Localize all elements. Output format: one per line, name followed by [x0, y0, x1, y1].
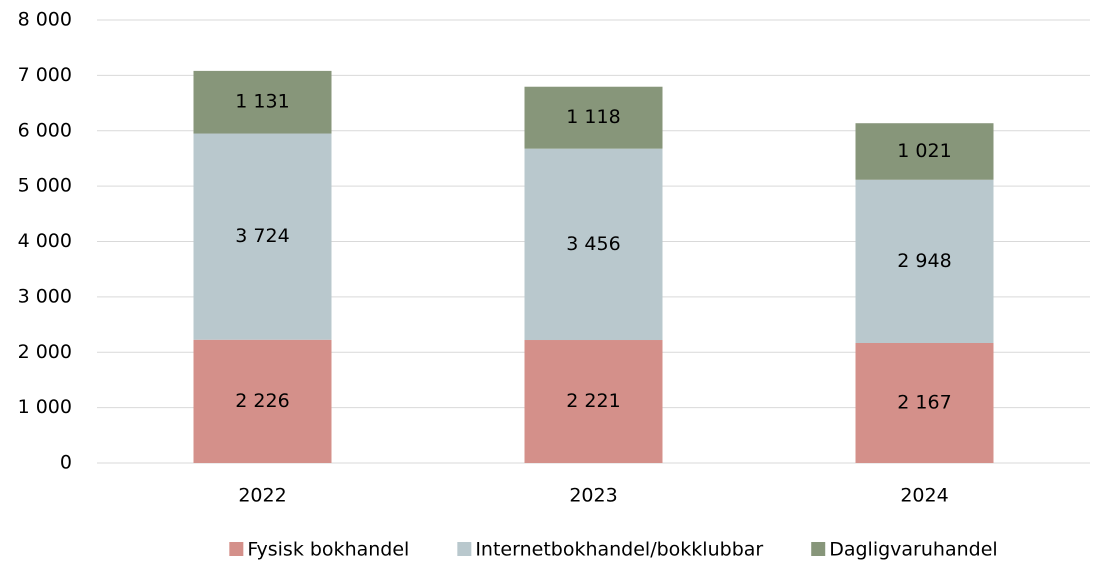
bar-segment [193, 133, 332, 340]
y-tick-label: 4 000 [18, 230, 72, 252]
y-tick-label: 1 000 [18, 396, 72, 418]
bar-segment [855, 343, 994, 463]
y-tick-label: 0 [60, 452, 72, 474]
data-label: 1 131 [235, 91, 289, 113]
legend-swatch [811, 542, 826, 556]
bar-segment [193, 339, 332, 463]
legend-swatch [229, 542, 244, 556]
bar-segment [524, 148, 663, 341]
bar-segment [193, 70, 332, 134]
data-label: 3 724 [235, 225, 289, 247]
data-label: 1 118 [566, 106, 620, 128]
y-tick-label: 5 000 [18, 175, 72, 197]
y-tick-label: 6 000 [18, 119, 72, 141]
bar-segment [855, 123, 994, 180]
legend-swatch [457, 542, 472, 556]
data-label: 2 221 [566, 390, 620, 412]
y-tick-label: 3 000 [18, 285, 72, 307]
data-label: 1 021 [897, 140, 951, 162]
data-label: 2 167 [897, 392, 951, 414]
data-label: 3 456 [566, 233, 620, 255]
data-label: 2 948 [897, 250, 951, 272]
data-label: 2 226 [235, 390, 289, 412]
legend-label: Fysisk bokhandel [247, 539, 409, 561]
x-tick-label: 2023 [569, 485, 617, 507]
legend-label: Internetbokhandel/bokklubbar [475, 539, 763, 561]
bar-segment [855, 179, 994, 344]
x-tick-label: 2022 [238, 485, 286, 507]
x-tick-label: 2024 [900, 485, 948, 507]
y-tick-label: 8 000 [18, 9, 72, 31]
legend-label: Dagligvaruhandel [829, 539, 997, 561]
bar-segment [524, 340, 663, 463]
bar-segment [524, 86, 663, 149]
y-tick-label: 2 000 [18, 341, 72, 363]
y-tick-label: 7 000 [18, 64, 72, 86]
